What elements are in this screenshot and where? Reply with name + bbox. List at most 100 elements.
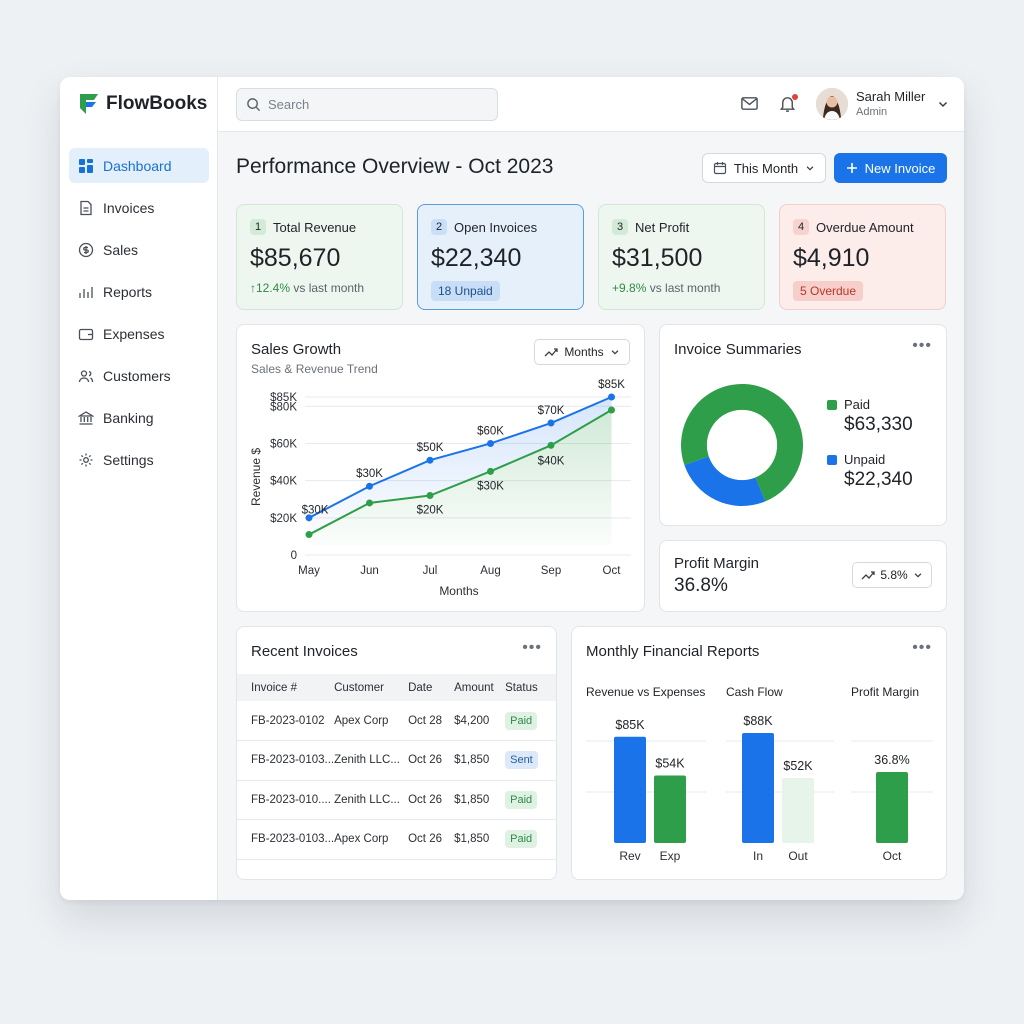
sidebar-item-settings[interactable]: Settings xyxy=(69,442,209,477)
amount-cell: $4,200 xyxy=(454,701,506,741)
y-tick-label: $85K xyxy=(270,392,297,404)
notification-dot xyxy=(792,94,798,100)
more-options-button[interactable]: ••• xyxy=(522,639,542,656)
invoice-number[interactable]: FB-2023-0102 xyxy=(237,701,335,741)
data-label: $70K xyxy=(538,405,565,417)
sidebar-item-banking[interactable]: Banking xyxy=(69,400,209,435)
chevron-down-icon xyxy=(611,350,619,355)
brand[interactable]: FlowBooks xyxy=(78,92,207,116)
kpi-net-profit[interactable]: 3 Net Profit $31,500 +9.8% vs last month xyxy=(598,204,765,310)
column-header[interactable]: Invoice # xyxy=(237,674,335,701)
series-area-green xyxy=(309,410,612,545)
data-label: $40K xyxy=(538,455,565,467)
donut-slice-unpaid xyxy=(681,384,803,506)
data-label: $50K xyxy=(417,442,444,454)
customer-cell: Zenith LLC... xyxy=(334,780,409,820)
data-label: $30K xyxy=(477,480,504,492)
y-tick-label: $60K xyxy=(270,438,297,450)
x-tick-label: Aug xyxy=(480,565,500,577)
legend-item-paid: Paid xyxy=(827,397,870,412)
legend-item-unpaid: Unpaid xyxy=(827,452,885,467)
bar xyxy=(876,771,908,843)
kpi-overdue-amount[interactable]: 4 Overdue Amount $4,910 5 Overdue xyxy=(779,204,946,310)
financial-reports-card: Monthly Financial Reports ••• Revenue vs… xyxy=(571,626,947,880)
sidebar-item-sales[interactable]: Sales xyxy=(69,232,209,267)
kpi-label: Open Invoices xyxy=(454,219,538,235)
bar-value-label: $85K xyxy=(615,718,645,732)
amount-cell: $1,850 xyxy=(454,780,506,820)
kpi-number: 3 xyxy=(612,219,628,235)
mail-button[interactable] xyxy=(740,94,760,114)
sidebar-item-label: Banking xyxy=(103,409,154,426)
sidebar-item-invoices[interactable]: Invoices xyxy=(69,190,209,225)
more-options-button[interactable]: ••• xyxy=(912,639,932,656)
margin-change-select[interactable]: 5.8% xyxy=(852,562,932,588)
bar-category-label: Oct xyxy=(883,849,902,863)
data-point xyxy=(305,531,313,539)
sidebar-item-reports[interactable]: Reports xyxy=(69,274,209,309)
bar-category-label: Out xyxy=(788,849,808,863)
column-header[interactable]: Amount xyxy=(454,674,506,701)
plus-icon xyxy=(846,163,857,173)
new-invoice-button[interactable]: New Invoice xyxy=(834,153,947,183)
data-label: $30K xyxy=(356,468,383,480)
legend-label: Unpaid xyxy=(844,452,886,467)
sidebar-nav: Dashboard Invoices Sales Reports Expense… xyxy=(69,148,209,484)
column-header[interactable]: Customer xyxy=(334,674,409,701)
legend-value: $63,330 xyxy=(844,414,913,435)
bar xyxy=(742,733,774,843)
bar-value-label: 36.8% xyxy=(874,753,909,767)
kpi-delta: +9.8% xyxy=(612,281,647,295)
kpi-number: 2 xyxy=(431,219,447,235)
status-badge: 18 Unpaid xyxy=(431,281,500,301)
status-badge: Paid xyxy=(505,711,538,730)
more-options-button[interactable]: ••• xyxy=(912,337,932,354)
notifications-button[interactable] xyxy=(778,94,798,114)
data-point xyxy=(366,482,373,490)
sidebar-item-label: Invoices xyxy=(103,199,155,216)
date-cell: Oct 26 xyxy=(408,819,455,860)
range-select[interactable]: Months xyxy=(534,339,630,365)
sidebar: FlowBooks Dashboard Invoices Sales Repor… xyxy=(60,77,218,900)
kpi-label: Total Revenue xyxy=(273,219,357,235)
data-point xyxy=(547,441,555,449)
user-menu[interactable]: Sarah Miller Admin xyxy=(816,88,949,120)
invoice-number[interactable]: FB-2023-010.... xyxy=(237,780,335,820)
column-header[interactable]: Date xyxy=(408,674,455,701)
table-row[interactable]: FB-2023-0103... Apex Corp Oct 26 $1,850 … xyxy=(237,819,556,860)
kpi-open-invoices[interactable]: 2 Open Invoices $22,340 18 Unpaid xyxy=(417,204,584,310)
data-point xyxy=(426,456,434,464)
date-cell: Oct 26 xyxy=(408,740,455,781)
data-point xyxy=(608,393,615,401)
table-row[interactable]: FB-2023-010.... Zenith LLC... Oct 26 $1,… xyxy=(237,780,556,820)
page-title: Performance Overview - Oct 2023 xyxy=(236,155,554,178)
table-row[interactable]: FB-2023-0103... Zenith LLC... Oct 26 $1,… xyxy=(237,740,556,781)
chevron-down-icon xyxy=(914,573,922,578)
sidebar-item-dashboard[interactable]: Dashboard xyxy=(69,148,209,183)
app-name: FlowBooks xyxy=(106,93,208,114)
search-box[interactable] xyxy=(236,88,498,121)
y-tick-label: $40K xyxy=(270,476,297,488)
bar-category-label: In xyxy=(753,849,763,863)
x-tick-label: Sep xyxy=(541,565,561,577)
invoice-number[interactable]: FB-2023-0103... xyxy=(237,740,335,781)
bar-chart-icon xyxy=(79,286,93,298)
sidebar-item-customers[interactable]: Customers xyxy=(69,358,209,393)
period-select[interactable]: This Month xyxy=(702,153,826,183)
legend-swatch xyxy=(827,454,837,465)
amount-cell: $1,850 xyxy=(454,819,506,860)
table-row[interactable]: FB-2023-0102 Apex Corp Oct 28 $4,200 Pai… xyxy=(237,701,556,741)
invoice-summaries-card: Invoice Summaries ••• Paid $63,330 Unpai… xyxy=(659,324,947,526)
sidebar-item-expenses[interactable]: Expenses xyxy=(69,316,209,351)
invoice-number[interactable]: FB-2023-0103... xyxy=(237,819,335,860)
kpi-delta-text: vs last month xyxy=(646,281,721,295)
search-input[interactable] xyxy=(268,97,488,112)
column-header[interactable]: Status xyxy=(505,674,556,701)
kpi-total-revenue[interactable]: 1 Total Revenue $85,670 ↑12.4% vs last mo… xyxy=(236,204,403,310)
bar xyxy=(654,775,686,843)
customer-cell: Zenith LLC... xyxy=(334,740,409,781)
search-icon xyxy=(247,98,261,112)
invoice-donut-chart xyxy=(681,384,803,506)
legend-label: Paid xyxy=(844,397,871,412)
x-tick-label: Jun xyxy=(360,565,379,577)
